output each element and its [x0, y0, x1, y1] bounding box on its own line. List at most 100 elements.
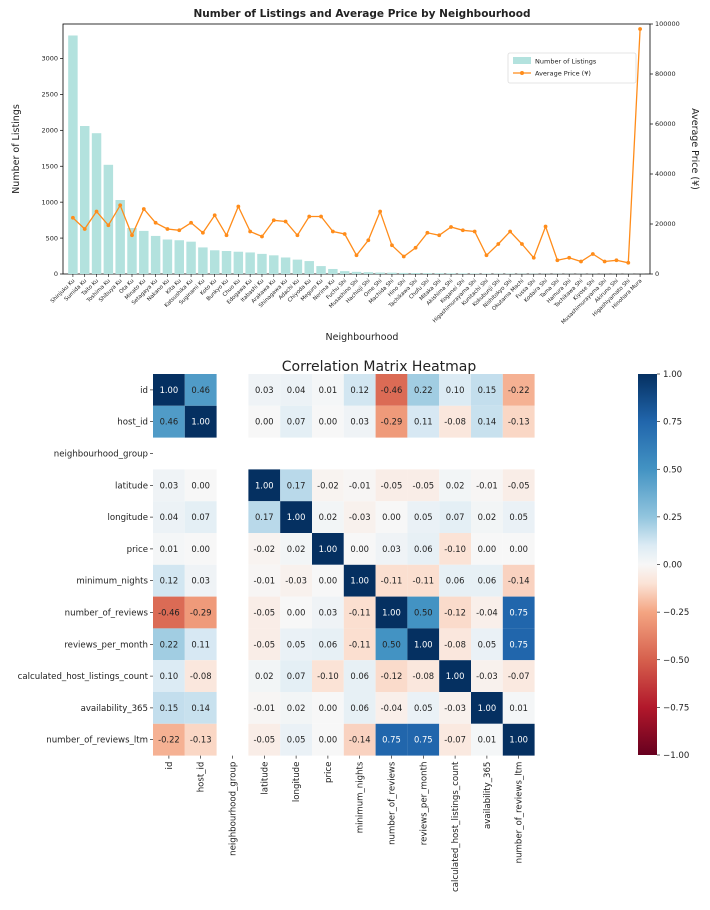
heatmap-cell-value: 0.00 — [509, 544, 528, 554]
heatmap-cell-value: -0.02 — [253, 544, 275, 554]
heatmap-cell — [312, 628, 344, 661]
price-point — [283, 219, 288, 224]
price-point — [602, 259, 607, 264]
bar — [292, 259, 303, 274]
heatmap-cell-value: 0.06 — [350, 671, 369, 681]
heatmap-cell — [471, 501, 503, 533]
row-label: latitude — [115, 481, 148, 491]
heatmap-cell-value: 0.02 — [319, 512, 338, 522]
heatmap-cell — [471, 723, 503, 756]
heatmap-cell-value: 0.11 — [414, 417, 433, 427]
heatmap-cell — [343, 723, 376, 756]
heatmap-cell-value: 0.10 — [446, 385, 465, 395]
row-label: number_of_reviews — [65, 609, 149, 619]
heatmap-cell-value: 0.07 — [287, 671, 306, 681]
price-point — [260, 234, 264, 239]
heatmap-cell-value: 0.06 — [319, 639, 338, 649]
bar — [469, 273, 480, 274]
row-label: neighbourhood_group — [54, 450, 148, 460]
heatmap-cell — [343, 564, 376, 597]
price-point — [224, 233, 229, 238]
heatmap-cell — [502, 501, 535, 533]
heatmap-cell — [471, 628, 503, 661]
heatmap-cell-value: -0.08 — [444, 639, 466, 649]
y2-tick-label: 0 — [655, 270, 659, 278]
heatmap-cell — [471, 405, 503, 438]
heatmap-cell — [184, 374, 217, 406]
price-point — [236, 204, 241, 209]
heatmap-cell-value: 1.00 — [382, 608, 401, 618]
heatmap-cell — [471, 692, 503, 724]
heatmap-cell-value: 0.75 — [382, 735, 401, 745]
heatmap-cell — [343, 405, 376, 438]
heatmap-cell-value: 1.00 — [414, 639, 433, 649]
heatmap-cell-value: 0.17 — [255, 512, 274, 522]
heatmap-cell-value: 0.05 — [414, 512, 433, 522]
heatmap-cell — [248, 628, 281, 661]
heatmap-cell — [312, 692, 344, 724]
heatmap-cell — [343, 628, 376, 661]
bar — [458, 273, 468, 274]
heatmap-cell-value: 0.03 — [191, 576, 210, 586]
price-point — [460, 228, 465, 233]
heatmap-cell — [312, 374, 344, 406]
column-label: calculated_host_listings_count — [451, 761, 461, 892]
heatmap-cell — [280, 501, 312, 533]
bar-chart-title: Number of Listings and Average Price by … — [194, 8, 531, 20]
heatmap-cell — [343, 469, 376, 502]
heatmap-cell — [248, 374, 281, 406]
price-point — [94, 209, 99, 214]
price-point — [378, 209, 383, 214]
price-point — [71, 215, 75, 220]
heatmap-cell-value: -0.01 — [476, 480, 498, 490]
heatmap-cell — [407, 469, 440, 502]
price-point — [200, 230, 205, 235]
heatmap-cell-value: 0.01 — [478, 735, 497, 745]
heatmap-cell-value: 1.00 — [478, 703, 497, 713]
bar — [434, 273, 444, 274]
bar — [186, 241, 196, 274]
y-tick-label: 0 — [54, 270, 58, 278]
heatmap-cell — [439, 533, 471, 565]
price-point — [555, 258, 560, 263]
heatmap-cell-value: 0.00 — [191, 544, 210, 554]
heatmap-cell-value: 0.00 — [350, 544, 369, 554]
heatmap-cell-value: 0.03 — [350, 417, 369, 427]
heatmap-cell — [184, 628, 217, 661]
row-label: number_of_reviews_ltm — [46, 736, 148, 746]
heatmap-cell — [439, 405, 471, 438]
row-label: minimum_nights — [76, 577, 148, 587]
heatmap-cell-value: 0.01 — [509, 703, 528, 713]
price-point — [614, 258, 619, 263]
heatmap-cell-value: 1.00 — [446, 671, 465, 681]
bar — [209, 250, 220, 274]
heatmap-cell — [184, 469, 217, 502]
colorbar-tick-label: −0.50 — [663, 656, 689, 666]
price-point — [130, 233, 134, 238]
heatmap-cell — [248, 564, 281, 597]
heatmap-cell-value: 0.00 — [255, 417, 274, 427]
heatmap-cell — [312, 723, 344, 756]
heatmap-cell-value: 0.01 — [319, 385, 338, 395]
bar — [422, 273, 433, 274]
heatmap-cell — [248, 723, 281, 756]
bar — [410, 272, 421, 274]
bar — [304, 261, 314, 274]
bar — [280, 257, 291, 274]
price-point — [319, 214, 323, 219]
heatmap-cell-value: 0.14 — [478, 417, 497, 427]
y-tick-label: 2000 — [41, 127, 58, 135]
colorbar-tick-label: −0.75 — [663, 703, 689, 713]
heatmap-cell — [184, 533, 217, 565]
heatmap-cell-value: -0.08 — [444, 417, 466, 427]
price-point — [543, 224, 548, 229]
heatmap-cell — [375, 469, 408, 502]
heatmap-cell — [280, 596, 312, 629]
heatmap-cell-value: 0.14 — [191, 703, 210, 713]
heatmap-cell — [280, 692, 312, 724]
bar — [399, 272, 409, 274]
bar — [339, 271, 350, 274]
heatmap-cell — [248, 405, 281, 438]
heatmap-cell — [407, 533, 440, 565]
heatmap-cell — [248, 692, 281, 724]
